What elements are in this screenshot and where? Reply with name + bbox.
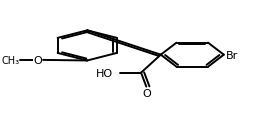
Text: CH₃: CH₃: [1, 55, 20, 65]
Text: Br: Br: [226, 50, 238, 60]
Text: O: O: [142, 89, 151, 98]
Text: O: O: [33, 55, 42, 65]
Text: HO: HO: [96, 68, 114, 78]
